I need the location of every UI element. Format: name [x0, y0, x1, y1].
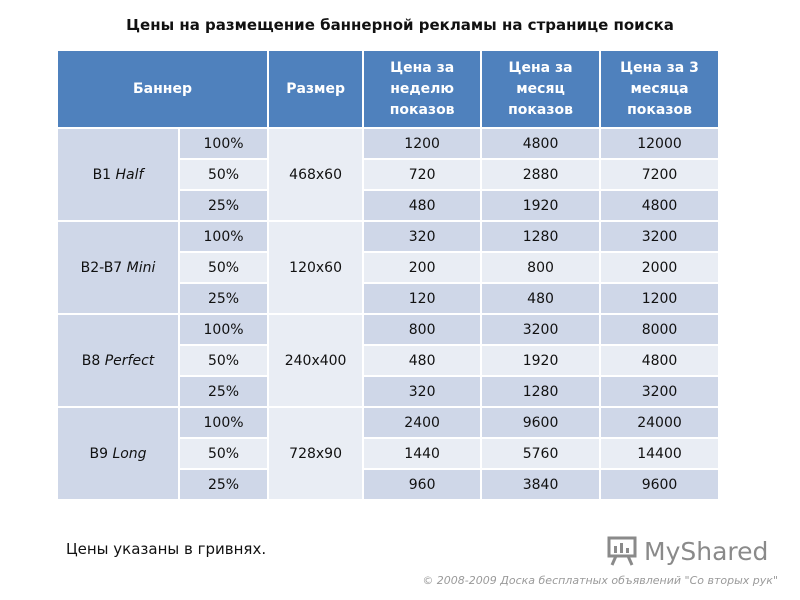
banner-code: B8 — [81, 352, 101, 369]
logo-text: MyShared — [644, 536, 769, 566]
price-month-cell: 3840 — [480, 468, 602, 501]
price-three-cell: 9600 — [599, 468, 720, 501]
price-three-cell: 12000 — [599, 127, 720, 160]
table-row: 25% 480 1920 4800 — [57, 189, 720, 222]
percent-cell: 25% — [178, 375, 270, 408]
price-month-cell: 2880 — [480, 158, 602, 191]
price-month-cell: 4800 — [480, 127, 602, 160]
price-three-cell: 4800 — [599, 344, 720, 377]
percent-cell: 100% — [178, 313, 270, 346]
price-month-cell: 1280 — [480, 375, 602, 408]
banner-cell: B2-B7 Mini — [55, 220, 181, 315]
price-month-cell: 1280 — [480, 220, 602, 253]
presentation-board-icon — [606, 536, 638, 566]
table-row: B9 Long 100% 728x90 2400 9600 24000 — [55, 406, 720, 501]
percent-cell: 50% — [178, 251, 270, 284]
table-row: 50% 480 1920 4800 — [57, 344, 720, 377]
price-month-cell: 1920 — [480, 189, 602, 222]
percent-cell: 50% — [178, 158, 270, 191]
price-week-cell: 1440 — [362, 437, 483, 470]
price-week-cell: 320 — [362, 375, 483, 408]
table-row: B1 Half 100% 468x60 1200 4800 12000 — [55, 127, 720, 222]
price-week-cell: 480 — [362, 344, 483, 377]
size-cell: 240x400 — [267, 313, 365, 408]
price-three-cell: 3200 — [599, 375, 720, 408]
percent-cell: 100% — [178, 406, 270, 439]
banner-cell: B9 Long — [55, 406, 181, 501]
header-week: Цена за неделю показов — [362, 49, 483, 129]
banner-name: Long — [112, 445, 147, 462]
price-three-cell: 2000 — [599, 251, 720, 284]
price-month-cell: 5760 — [480, 437, 602, 470]
price-week-cell: 2400 — [362, 406, 483, 439]
page-title: Цены на размещение баннерной рекламы на … — [126, 16, 674, 34]
table-row: B2-B7 Mini 100% 120x60 320 1280 3200 — [55, 220, 720, 315]
price-week-cell: 800 — [362, 313, 483, 346]
price-week-cell: 1200 — [362, 127, 483, 160]
table-row: B8 Perfect 100% 240x400 800 3200 8000 — [55, 313, 720, 408]
header-three-months: Цена за 3 месяца показов — [599, 49, 720, 129]
header-size: Размер — [267, 49, 365, 129]
price-week-cell: 120 — [362, 282, 483, 315]
percent-cell: 25% — [178, 282, 270, 315]
table-row: 50% 200 800 2000 — [57, 251, 720, 284]
banner-code: B2-B7 — [80, 259, 123, 276]
table-header-row: Баннер Размер Цена за неделю показов Цен… — [55, 49, 720, 129]
price-month-cell: 1920 — [480, 344, 602, 377]
percent-cell: 100% — [178, 220, 270, 253]
size-cell: 468x60 — [267, 127, 365, 222]
banner-cell: B8 Perfect — [55, 313, 181, 408]
size-cell: 728x90 — [267, 406, 365, 501]
table-row: 25% 120 480 1200 — [57, 282, 720, 315]
table-row: 25% 960 3840 9600 — [57, 468, 720, 501]
table-row: 50% 720 2880 7200 — [57, 158, 720, 191]
percent-cell: 25% — [178, 189, 270, 222]
banner-code: B1 — [92, 166, 112, 183]
price-month-cell: 480 — [480, 282, 602, 315]
price-three-cell: 14400 — [599, 437, 720, 470]
price-week-cell: 720 — [362, 158, 483, 191]
copyright: © 2008-2009 Доска бесплатных объявлений … — [422, 574, 778, 587]
banner-cell: B1 Half — [55, 127, 181, 222]
percent-cell: 50% — [178, 344, 270, 377]
table-row: 25% 320 1280 3200 — [57, 375, 720, 408]
myshared-logo[interactable]: MyShared — [606, 536, 768, 566]
price-week-cell: 480 — [362, 189, 483, 222]
price-week-cell: 320 — [362, 220, 483, 253]
price-month-cell: 3200 — [480, 313, 602, 346]
price-three-cell: 24000 — [599, 406, 720, 439]
banner-name: Mini — [126, 259, 156, 276]
price-month-cell: 800 — [480, 251, 602, 284]
price-three-cell: 3200 — [599, 220, 720, 253]
banner-name: Half — [115, 166, 144, 183]
banner-code: B9 — [89, 445, 108, 462]
price-three-cell: 1200 — [599, 282, 720, 315]
currency-note: Цены указаны в гривнях. — [66, 540, 267, 558]
size-cell: 120x60 — [267, 220, 365, 315]
table-row: 50% 1440 5760 14400 — [57, 437, 720, 470]
percent-cell: 50% — [178, 437, 270, 470]
price-three-cell: 7200 — [599, 158, 720, 191]
price-three-cell: 4800 — [599, 189, 720, 222]
price-table: Баннер Размер Цена за неделю показов Цен… — [55, 49, 720, 501]
price-week-cell: 960 — [362, 468, 483, 501]
price-week-cell: 200 — [362, 251, 483, 284]
price-three-cell: 8000 — [599, 313, 720, 346]
header-month: Цена за месяц показов — [480, 49, 602, 129]
percent-cell: 25% — [178, 468, 270, 501]
percent-cell: 100% — [178, 127, 270, 160]
price-month-cell: 9600 — [480, 406, 602, 439]
banner-name: Perfect — [104, 352, 155, 369]
header-banner: Баннер — [55, 49, 270, 129]
